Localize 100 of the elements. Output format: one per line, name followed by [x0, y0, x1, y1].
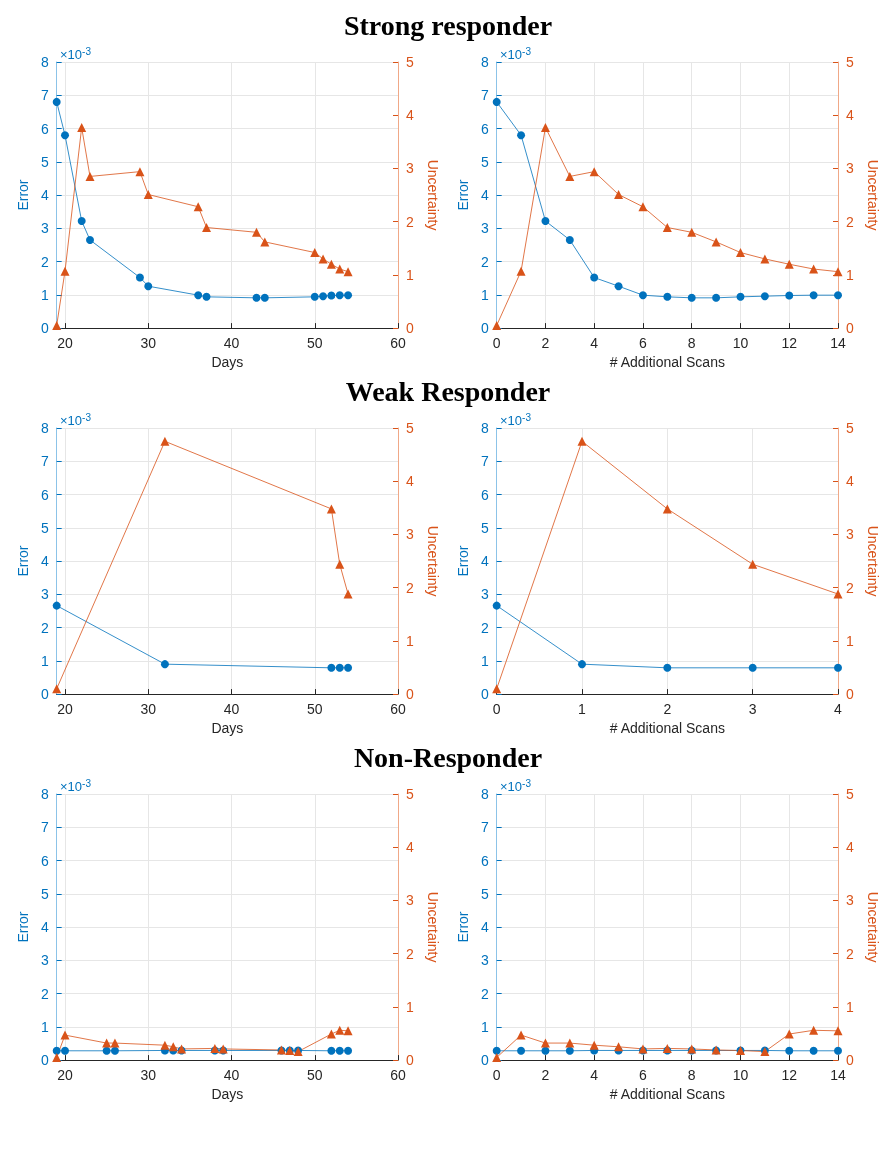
x-tick-label: 60: [390, 335, 406, 352]
y-tick-label: 8: [480, 786, 489, 802]
chart-title: Non-Responder: [352, 741, 544, 775]
y2-tick-label: 4: [406, 839, 414, 856]
y2-tick-label: 5: [846, 54, 854, 70]
y2-tick-label: 5: [406, 54, 414, 70]
y-axis-title: Error: [15, 179, 31, 211]
y2-tick-label: 3: [406, 160, 414, 177]
y-tick-label: 4: [40, 919, 49, 936]
x-tick-label: 4: [590, 1067, 599, 1084]
y-tick-label: 2: [40, 253, 49, 270]
y2-tick-label: 1: [406, 266, 414, 283]
y-tick-label: 3: [480, 586, 489, 603]
y2-tick-label: 2: [846, 579, 854, 596]
x-axis-title: Days: [211, 720, 244, 736]
chart-title: Strong responder: [342, 9, 554, 43]
x-tick-label: 60: [390, 701, 406, 718]
y-axis-title: Error: [15, 545, 31, 577]
x-tick-label: 4: [590, 335, 599, 352]
y-tick-label: 8: [40, 54, 49, 70]
y2-tick-label: 5: [406, 786, 414, 802]
chart-title: Weak Responder: [344, 375, 552, 409]
x-axis-title: Days: [211, 1086, 244, 1102]
y-tick-label: 8: [480, 54, 489, 70]
x-tick-label: 40: [223, 335, 240, 352]
y2-tick-label: 1: [846, 266, 854, 283]
y-tick-label: 3: [480, 220, 489, 237]
y-tick-label: 1: [40, 286, 49, 303]
x-tick-label: 12: [781, 1067, 798, 1084]
x-tick-label: 8: [687, 1067, 696, 1084]
y2-tick-label: 1: [846, 632, 854, 649]
y2-tick-label: 3: [846, 160, 854, 177]
x-axis-title: # Additional Scans: [609, 720, 725, 736]
x-axis-title: # Additional Scans: [609, 354, 725, 370]
x-tick-label: 20: [57, 701, 74, 718]
y-tick-label: 0: [40, 686, 49, 703]
y2-tick-label: 5: [406, 420, 414, 436]
y-axis-title: Error: [455, 179, 471, 211]
y2-tick-label: 0: [846, 686, 854, 703]
x-tick-label: 2: [541, 335, 550, 352]
x-tick-label: 0: [492, 1067, 501, 1084]
y-tick-label: 7: [40, 87, 49, 104]
y2-tick-label: 0: [406, 320, 414, 337]
x-tick-label: 14: [830, 1067, 846, 1084]
y-tick-label: 3: [480, 952, 489, 969]
x-tick-label: 20: [57, 335, 74, 352]
y2-tick-label: 5: [846, 420, 854, 436]
y-tick-label: 5: [40, 519, 49, 536]
x-tick-label: 30: [140, 701, 157, 718]
y-tick-label: 3: [40, 586, 49, 603]
x-tick-label: 4: [834, 701, 843, 718]
y-tick-label: 0: [480, 1052, 489, 1069]
x-tick-label: 50: [306, 701, 323, 718]
y2-tick-label: 2: [406, 945, 414, 962]
x-tick-label: 30: [140, 335, 157, 352]
y2-tick-label: 3: [406, 892, 414, 909]
x-tick-label: 0: [492, 335, 501, 352]
y2-tick-label: 1: [406, 998, 414, 1015]
x-tick-label: 40: [223, 701, 240, 718]
x-tick-label: 6: [639, 335, 648, 352]
y-tick-label: 3: [40, 952, 49, 969]
y-tick-label: 2: [40, 985, 49, 1002]
y-tick-label: 4: [40, 187, 49, 204]
x-tick-label: 14: [830, 335, 846, 352]
y2-tick-label: 0: [406, 686, 414, 703]
y-tick-label: 0: [480, 320, 489, 337]
y-tick-label: 4: [480, 919, 489, 936]
x-tick-label: 0: [492, 701, 501, 718]
y-tick-label: 7: [480, 819, 489, 836]
y2-axis-title: Uncertainty: [865, 525, 881, 597]
y2-tick-label: 4: [846, 473, 854, 490]
y2-tick-label: 0: [406, 1052, 414, 1069]
y-axis-title: Error: [455, 911, 471, 943]
x-tick-label: 10: [732, 1067, 749, 1084]
y-tick-label: 3: [40, 220, 49, 237]
y-tick-label: 7: [480, 87, 489, 104]
y2-tick-label: 2: [406, 213, 414, 230]
x-tick-label: 50: [306, 1067, 323, 1084]
x-tick-label: 40: [223, 1067, 240, 1084]
y2-axis-title: Uncertainty: [865, 159, 881, 231]
x-tick-label: 60: [390, 1067, 406, 1084]
x-tick-label: 30: [140, 1067, 157, 1084]
x-tick-label: 50: [306, 335, 323, 352]
x-tick-label: 3: [748, 701, 757, 718]
x-tick-label: 2: [541, 1067, 550, 1084]
y-axis-title: Error: [15, 911, 31, 943]
x-tick-label: 2: [663, 701, 672, 718]
y2-tick-label: 2: [846, 213, 854, 230]
y-tick-label: 6: [40, 852, 49, 869]
y-tick-label: 2: [40, 619, 49, 636]
y-tick-label: 7: [40, 453, 49, 470]
y-tick-label: 0: [40, 320, 49, 337]
y2-axis-title: Uncertainty: [425, 891, 441, 963]
y2-tick-label: 5: [846, 786, 854, 802]
y-tick-label: 6: [480, 852, 489, 869]
y-axis-title: Error: [455, 545, 471, 577]
y-tick-label: 5: [40, 885, 49, 902]
y2-tick-label: 4: [406, 107, 414, 124]
y2-tick-label: 3: [846, 526, 854, 543]
y2-tick-label: 4: [406, 473, 414, 490]
